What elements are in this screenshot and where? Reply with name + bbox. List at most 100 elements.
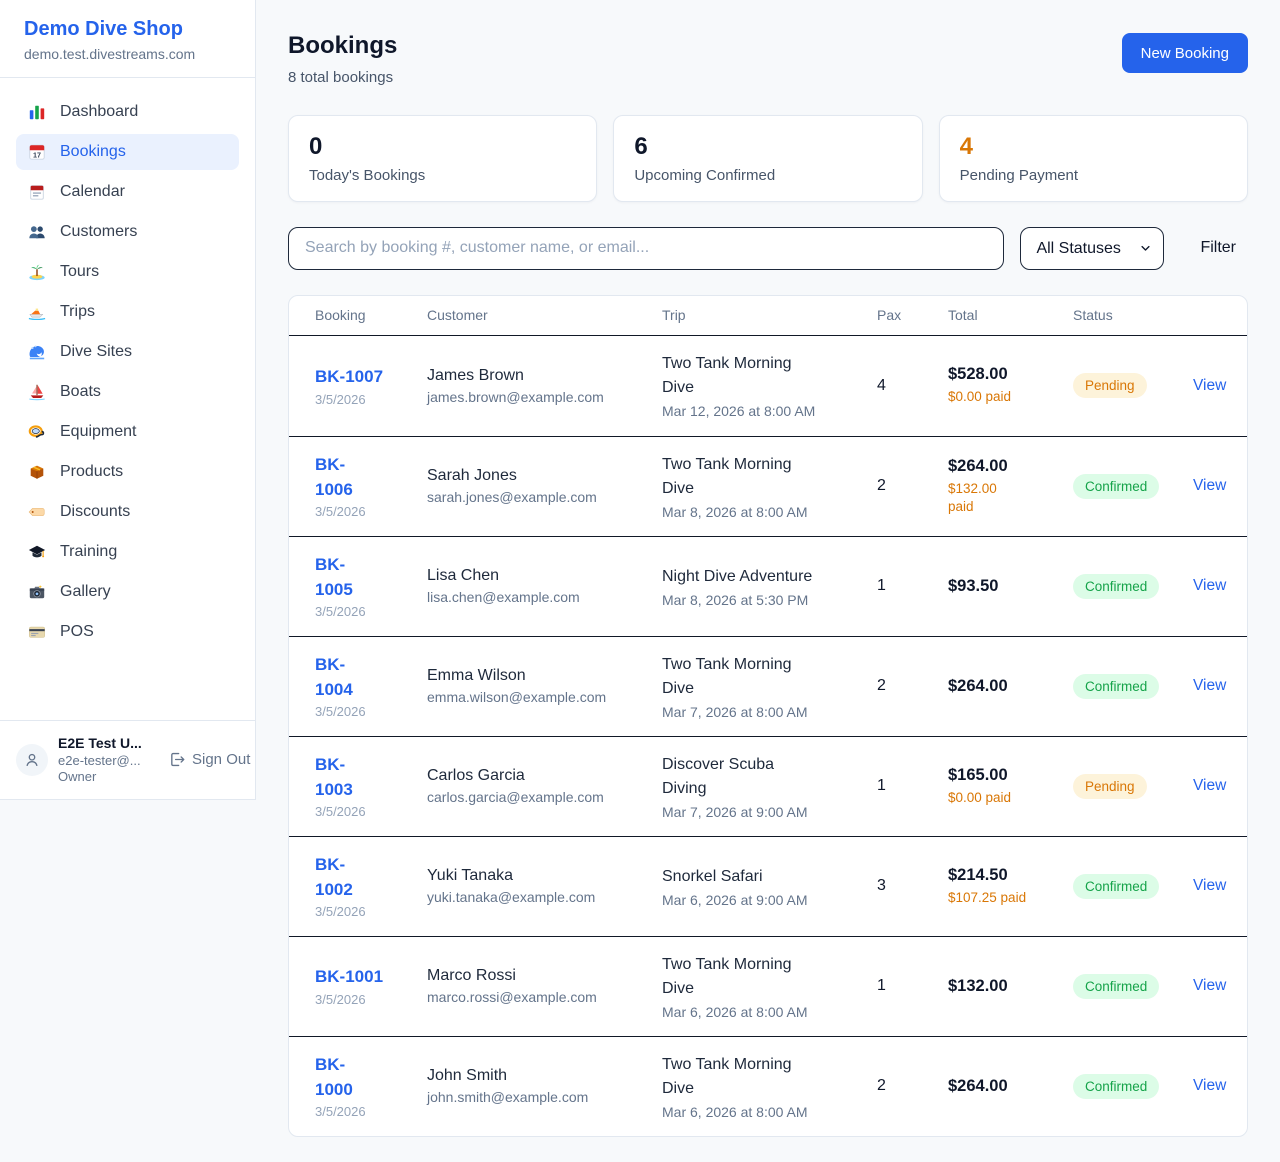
search-input[interactable] xyxy=(288,226,1005,270)
trip-name: Two Tank Morning Dive xyxy=(662,455,792,497)
booking-date: 3/5/2026 xyxy=(315,704,366,720)
pax-value: 1 xyxy=(877,977,886,995)
table-row: BK-1001 3/5/2026 Marco Rossi marco.rossi… xyxy=(289,935,1247,1036)
booking-number-link[interactable]: BK- 1006 xyxy=(315,455,353,499)
sign-out-button[interactable]: Sign Out xyxy=(168,751,250,768)
trip-datetime: Mar 8, 2026 at 5:30 PM xyxy=(662,591,809,608)
view-link[interactable]: View xyxy=(1193,477,1227,495)
total-cell: $214.50 $107.25 paid xyxy=(948,866,1073,907)
trip-name: Night Dive Adventure xyxy=(662,567,813,585)
trip-cell: Two Tank Morning Dive Mar 7, 2026 at 8:0… xyxy=(662,653,877,720)
total-cell: $132.00 xyxy=(948,977,1073,996)
trip-datetime: Mar 7, 2026 at 9:00 AM xyxy=(662,803,808,820)
booking-number-link[interactable]: BK- 1005 xyxy=(315,555,353,599)
actions-cell: View xyxy=(1193,477,1226,495)
customer-email: john.smith@example.com xyxy=(427,1089,589,1106)
total-cell: $264.00 xyxy=(948,677,1073,696)
tag-icon xyxy=(28,503,46,521)
view-link[interactable]: View xyxy=(1193,1077,1227,1095)
column-header-trip: Trip xyxy=(662,307,686,324)
sidebar-item-customers[interactable]: Customers xyxy=(16,214,239,250)
sidebar-item-bookings[interactable]: 17 Bookings xyxy=(16,134,239,170)
sidebar-item-label: Products xyxy=(60,463,124,480)
calendar-icon: 17 xyxy=(28,143,46,161)
table-header-row: Booking Customer Trip Pax Total Status xyxy=(289,296,1247,336)
sidebar-item-training[interactable]: Training xyxy=(16,534,239,570)
filter-row: All Statuses Filter xyxy=(288,226,1248,270)
customer-name: Sarah Jones xyxy=(427,467,517,485)
view-link[interactable]: View xyxy=(1193,577,1227,595)
sidebar-item-pos[interactable]: POS xyxy=(16,614,239,650)
booking-number-link[interactable]: BK- 1003 xyxy=(315,755,353,799)
paid-amount: $0.00 paid xyxy=(948,389,1012,405)
paid-amount: $0.00 paid xyxy=(948,789,1012,805)
column-header-status: Status xyxy=(1073,307,1113,324)
view-link[interactable]: View xyxy=(1193,877,1227,895)
booking-number-link[interactable]: BK- 1000 xyxy=(315,1055,353,1099)
sidebar-item-calendar[interactable]: Calendar xyxy=(16,174,239,210)
sidebar-item-label: Dashboard xyxy=(60,103,139,120)
customer-cell: Sarah Jones sarah.jones@example.com xyxy=(427,467,662,505)
stat-value: 4 xyxy=(959,133,974,160)
sidebar-item-trips[interactable]: Trips xyxy=(16,294,239,330)
sidebar-item-boats[interactable]: Boats xyxy=(16,374,239,410)
booking-cell: BK- 1006 3/5/2026 xyxy=(315,453,427,519)
paid-amount: $107.25 paid xyxy=(948,889,1027,905)
brand-header: Demo Dive Shop demo.test.divestreams.com xyxy=(0,0,255,78)
status-cell: Confirmed xyxy=(1073,673,1193,699)
svg-text:17: 17 xyxy=(33,150,41,159)
view-link[interactable]: View xyxy=(1193,777,1227,795)
new-booking-button[interactable]: New Booking xyxy=(1121,33,1248,73)
table-body: BK-1007 3/5/2026 James Brown james.brown… xyxy=(289,336,1247,1136)
table-row: BK- 1006 3/5/2026 Sarah Jones sarah.jone… xyxy=(289,435,1247,536)
table-row: BK- 1002 3/5/2026 Yuki Tanaka yuki.tanak… xyxy=(289,835,1247,936)
sidebar-item-tours[interactable]: Tours xyxy=(16,254,239,290)
status-badge: Pending xyxy=(1073,773,1147,799)
actions-cell: View xyxy=(1193,1077,1226,1095)
sidebar-item-products[interactable]: Products xyxy=(16,454,239,490)
trip-name: Two Tank Morning Dive xyxy=(662,655,792,697)
trip-cell: Snorkel Safari Mar 6, 2026 at 9:00 AM xyxy=(662,865,877,908)
trip-datetime: Mar 6, 2026 at 8:00 AM xyxy=(662,1003,808,1020)
status-select[interactable]: All Statuses xyxy=(1020,226,1165,270)
sidebar-item-discounts[interactable]: Discounts xyxy=(16,494,239,530)
trip-cell: Two Tank Morning Dive Mar 8, 2026 at 8:0… xyxy=(662,453,877,520)
sidebar-item-gallery[interactable]: Gallery xyxy=(16,574,239,610)
booking-cell: BK-1007 3/5/2026 xyxy=(315,365,427,407)
booking-number-link[interactable]: BK- 1004 xyxy=(315,655,353,699)
credit-card-icon xyxy=(28,623,46,641)
page-title-block: Bookings 8 total bookings xyxy=(288,26,397,86)
sailboat-icon xyxy=(28,383,46,401)
pax-value: 1 xyxy=(877,777,886,795)
users-icon xyxy=(28,223,46,241)
sidebar-item-label: Customers xyxy=(60,223,138,240)
booking-cell: BK- 1003 3/5/2026 xyxy=(315,753,427,819)
sidebar-item-dashboard[interactable]: Dashboard xyxy=(16,94,239,130)
customer-name: Emma Wilson xyxy=(427,667,526,685)
stat-card-upcoming-confirmed: 6 Upcoming Confirmed xyxy=(613,115,923,202)
total-cell: $264.00 xyxy=(948,1077,1073,1096)
sidebar-item-dive-sites[interactable]: Dive Sites xyxy=(16,334,239,370)
trip-datetime: Mar 7, 2026 at 8:00 AM xyxy=(662,703,808,720)
booking-number-link[interactable]: BK-1001 xyxy=(315,967,384,987)
view-link[interactable]: View xyxy=(1193,376,1227,394)
trip-name: Discover Scuba Diving xyxy=(662,755,775,797)
actions-cell: View xyxy=(1193,577,1226,595)
filter-button[interactable]: Filter xyxy=(1188,231,1248,265)
sidebar: Demo Dive Shop demo.test.divestreams.com… xyxy=(0,0,256,800)
customer-cell: Lisa Chen lisa.chen@example.com xyxy=(427,567,662,605)
sidebar-item-equipment[interactable]: Equipment xyxy=(16,414,239,450)
shop-name: Demo Dive Shop xyxy=(24,18,183,40)
booking-cell: BK- 1002 3/5/2026 xyxy=(315,853,427,919)
stat-card-pending-payment: 4 Pending Payment xyxy=(938,115,1248,202)
status-cell: Confirmed xyxy=(1073,573,1193,599)
booking-cell: BK- 1000 3/5/2026 xyxy=(315,1053,427,1119)
booking-number-link[interactable]: BK-1007 xyxy=(315,366,384,386)
booking-date: 3/5/2026 xyxy=(315,904,366,920)
view-link[interactable]: View xyxy=(1193,977,1227,995)
total-amount: $93.50 xyxy=(948,576,999,595)
booking-number-link[interactable]: BK- 1002 xyxy=(315,855,353,899)
total-amount: $132.00 xyxy=(948,976,1008,995)
graduation-cap-icon xyxy=(28,543,46,561)
view-link[interactable]: View xyxy=(1193,677,1227,695)
